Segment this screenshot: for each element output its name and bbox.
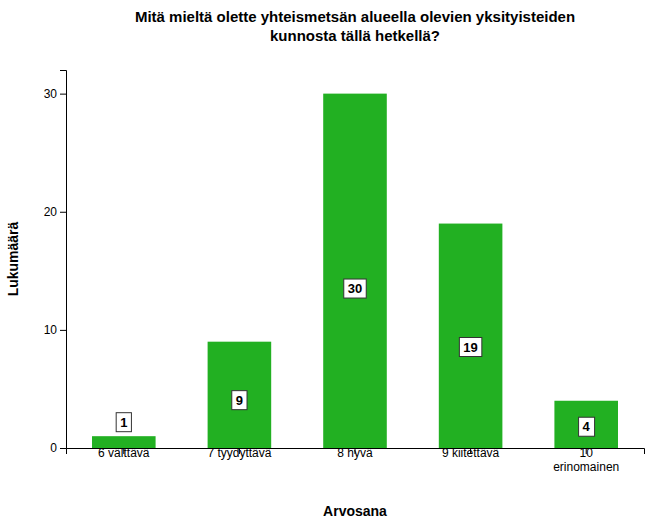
x-tick: 10erinomainen: [553, 446, 619, 474]
data-label-box: [232, 391, 247, 410]
x-tick-label: 6 välttävä: [98, 446, 150, 460]
bar: [554, 401, 618, 448]
text-line: kunnosta tällä hetkellä?: [270, 27, 440, 44]
y-tick-mark: [60, 212, 66, 213]
text-line: 6 välttävä: [98, 446, 150, 460]
y-tick: 20: [44, 205, 66, 219]
y-tick-label: 30: [44, 87, 58, 101]
text-line: Mitä mieltä olette yhteismetsän alueella…: [135, 8, 575, 25]
y-tick-label: 0: [50, 441, 57, 455]
x-axis-label: Arvosana: [323, 503, 387, 519]
text-line: erinomainen: [553, 460, 619, 474]
title: Mitä mieltä olette yhteismetsän alueella…: [135, 8, 575, 44]
y-tick-label: 20: [44, 205, 58, 219]
y-axis-line: [60, 71, 67, 449]
data-label: 30: [344, 279, 366, 298]
y-tick: 10: [44, 323, 66, 337]
data-labels: 1930194: [116, 279, 594, 436]
y-tick-mark: [60, 448, 66, 449]
y-tick: 30: [44, 87, 66, 101]
x-tick-label: 10erinomainen: [553, 446, 619, 474]
x-tick-label: 8 hyvä: [337, 446, 373, 460]
data-label-box: [459, 338, 481, 357]
text-line: 9 kiitettävä: [442, 446, 500, 460]
data-label: 4: [579, 417, 595, 436]
data-label-box: [344, 279, 366, 298]
data-label-text: 19: [463, 340, 477, 355]
text-line: 10: [580, 446, 594, 460]
x-tick: 7 tyydyttävä: [207, 446, 271, 460]
x-tick: 6 välttävä: [98, 446, 150, 460]
bar: [208, 342, 272, 448]
x-tick-label: 9 kiitettävä: [442, 446, 500, 460]
data-label: 9: [232, 391, 247, 410]
y-tick-label: 10: [44, 323, 58, 337]
data-label-box: [579, 417, 595, 436]
data-label-text: 30: [348, 281, 362, 296]
data-label: 19: [459, 338, 481, 357]
data-label: 1: [116, 413, 131, 432]
bar: [323, 94, 387, 448]
y-axis: 0 10 20 30: [44, 71, 67, 456]
y-tick-mark: [60, 94, 66, 95]
x-axis: 6 välttävä 7 tyydyttävä 8 hyvä 9 kiitettävä…: [67, 446, 645, 474]
x-tick: 8 hyvä: [337, 446, 373, 460]
y-axis-label: Lukumäärä: [5, 221, 21, 296]
data-label-text: 1: [120, 415, 127, 430]
chart: 6 välttävä 7 tyydyttävä 8 hyvä 9 kiitettävä…: [0, 0, 668, 528]
data-label-text: 9: [236, 393, 243, 408]
text-line: 7 tyydyttävä: [207, 446, 271, 460]
bar: [439, 224, 503, 448]
x-tick-label: 7 tyydyttävä: [207, 446, 271, 460]
bars: [92, 94, 618, 448]
y-tick: 0: [50, 441, 66, 455]
plot-area: 6 välttävä 7 tyydyttävä 8 hyvä 9 kiitettävä…: [44, 71, 645, 474]
text-line: 8 hyvä: [337, 446, 373, 460]
x-tick: 9 kiitettävä: [442, 446, 500, 460]
data-label-box: [116, 413, 131, 432]
y-tick-mark: [60, 330, 66, 331]
data-label-text: 4: [583, 419, 591, 434]
